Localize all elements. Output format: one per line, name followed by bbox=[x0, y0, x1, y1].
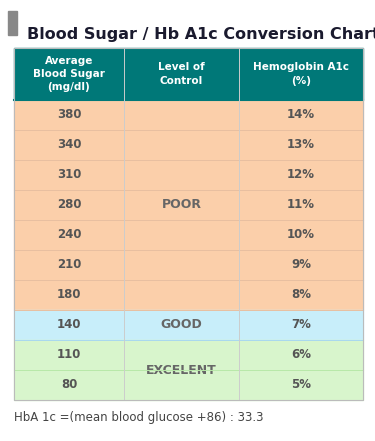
Bar bbox=[14, 310, 363, 340]
Bar bbox=[14, 190, 363, 220]
Text: EXCELENT: EXCELENT bbox=[146, 363, 217, 377]
Bar bbox=[14, 340, 363, 370]
Text: 210: 210 bbox=[57, 258, 81, 272]
Bar bbox=[14, 370, 363, 400]
Bar bbox=[14, 250, 363, 280]
Text: 280: 280 bbox=[57, 198, 81, 212]
Text: 12%: 12% bbox=[287, 168, 315, 182]
Text: GOOD: GOOD bbox=[160, 318, 202, 332]
Text: POOR: POOR bbox=[162, 198, 201, 212]
Text: 340: 340 bbox=[57, 138, 81, 152]
Text: Blood Sugar / Hb A1c Conversion Chart: Blood Sugar / Hb A1c Conversion Chart bbox=[27, 26, 375, 41]
Text: 8%: 8% bbox=[291, 288, 311, 302]
Text: 180: 180 bbox=[57, 288, 81, 302]
Text: 11%: 11% bbox=[287, 198, 315, 212]
Text: Average
Blood Sugar
(mg/dl): Average Blood Sugar (mg/dl) bbox=[33, 56, 105, 92]
Text: 9%: 9% bbox=[291, 258, 311, 272]
Bar bbox=[14, 280, 363, 310]
Text: 310: 310 bbox=[57, 168, 81, 182]
Text: 5%: 5% bbox=[291, 378, 311, 392]
Text: 140: 140 bbox=[57, 318, 81, 332]
Bar bbox=[14, 100, 363, 130]
Text: 80: 80 bbox=[61, 378, 77, 392]
Text: 13%: 13% bbox=[287, 138, 315, 152]
Bar bbox=[14, 220, 363, 250]
Bar bbox=[14, 48, 363, 100]
Bar bbox=[8, 11, 17, 35]
Text: 10%: 10% bbox=[287, 228, 315, 242]
Text: 110: 110 bbox=[57, 348, 81, 362]
Bar bbox=[14, 130, 363, 160]
Text: Level of
Control: Level of Control bbox=[158, 62, 205, 86]
Text: 240: 240 bbox=[57, 228, 81, 242]
Text: Hemoglobin A1c
(%): Hemoglobin A1c (%) bbox=[253, 62, 349, 86]
Text: 14%: 14% bbox=[287, 108, 315, 122]
Bar bbox=[14, 48, 363, 400]
Text: 6%: 6% bbox=[291, 348, 311, 362]
Text: HbA 1c =(mean blood glucose +86) : 33.3: HbA 1c =(mean blood glucose +86) : 33.3 bbox=[14, 411, 264, 425]
Text: 7%: 7% bbox=[291, 318, 311, 332]
Bar bbox=[14, 160, 363, 190]
Text: 380: 380 bbox=[57, 108, 81, 122]
